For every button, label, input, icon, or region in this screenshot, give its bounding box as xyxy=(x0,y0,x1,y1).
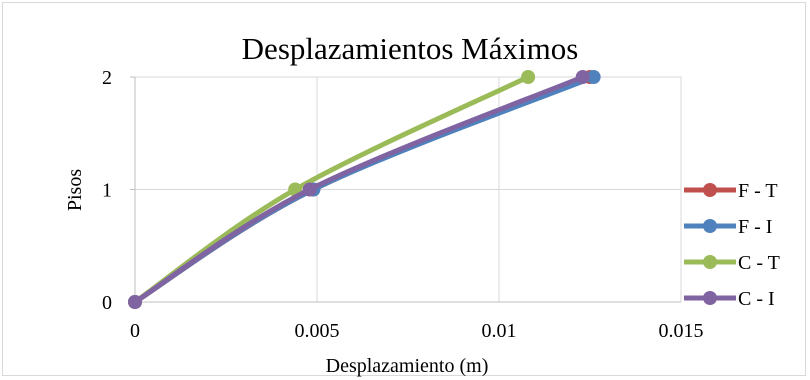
legend-label: C - I xyxy=(738,288,775,310)
y-axis-label: Pisos xyxy=(64,169,86,211)
legend[interactable]: F - T F - I C - T C - I xyxy=(684,180,780,310)
data-point xyxy=(128,295,142,309)
x-tick-label: 0.005 xyxy=(295,320,340,342)
x-tick-label: 0 xyxy=(130,320,140,342)
legend-swatch-marker xyxy=(703,183,717,197)
y-tick-labels: 0 1 2 xyxy=(102,67,112,314)
legend-swatch-marker xyxy=(703,219,717,233)
y-tick-label: 0 xyxy=(102,292,112,314)
x-tick-label: 0.01 xyxy=(482,320,517,342)
series-line xyxy=(132,74,586,305)
legend-swatch-marker xyxy=(703,255,717,269)
data-point xyxy=(586,70,601,84)
gridlines xyxy=(135,76,682,302)
series-3 xyxy=(128,70,590,309)
series-group xyxy=(128,70,601,309)
legend-item[interactable]: C - T xyxy=(684,252,780,274)
data-point xyxy=(575,70,590,84)
x-tick-label: 0.015 xyxy=(659,320,704,342)
legend-label: C - T xyxy=(738,252,780,274)
legend-swatch-marker xyxy=(703,291,717,305)
x-axis-label: Desplazamiento (m) xyxy=(326,355,489,377)
legend-label: F - T xyxy=(738,180,778,202)
y-tick-label: 1 xyxy=(102,180,112,202)
y-tick-label: 2 xyxy=(102,67,112,89)
legend-label: F - I xyxy=(738,216,772,238)
chart-title: Desplazamientos Máximos xyxy=(242,31,579,66)
legend-item[interactable]: F - I xyxy=(684,216,772,238)
x-tick-labels: 0 0.005 0.01 0.015 xyxy=(130,320,704,342)
data-point xyxy=(302,182,317,197)
legend-item[interactable]: F - T xyxy=(684,180,778,202)
axes xyxy=(130,76,681,303)
data-point xyxy=(521,70,536,84)
legend-item[interactable]: C - I xyxy=(684,288,775,310)
